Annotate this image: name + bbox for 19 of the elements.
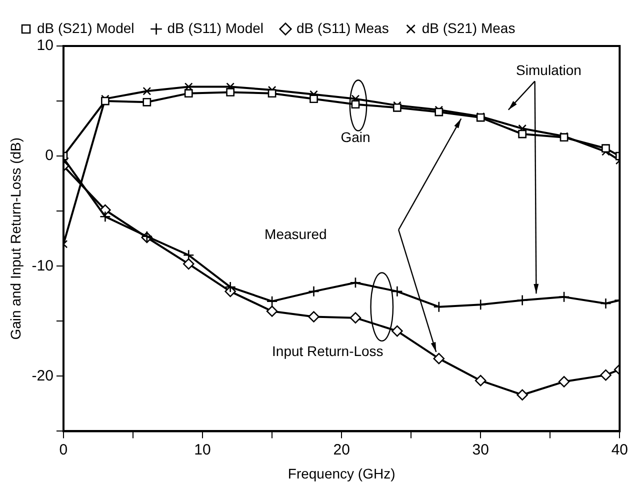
- legend-label: dB (S21) Model: [37, 20, 134, 36]
- annotation: Input Return-Loss: [272, 342, 384, 359]
- y-tick-label: 10: [36, 37, 54, 54]
- x-axis-title: Frequency (GHz): [288, 465, 396, 482]
- annotation: Gain: [340, 129, 370, 146]
- annotation: Measured: [264, 226, 327, 242]
- y-tick-label: -10: [32, 257, 54, 274]
- x-tick-label: 0: [59, 441, 68, 458]
- legend-label: dB (S11) Meas: [296, 20, 389, 36]
- y-tick-label: 0: [45, 147, 54, 164]
- y-tick-label: -20: [32, 367, 54, 384]
- annotation: Simulation: [516, 62, 582, 78]
- legend-label: dB (S11) Model: [167, 20, 264, 36]
- x-tick-label: 30: [472, 441, 489, 458]
- x-tick-label: 40: [611, 441, 628, 458]
- x-tick-label: 10: [194, 441, 211, 458]
- x-tick-label: 20: [333, 441, 350, 458]
- y-axis-title: Gain and Input Return-Loss (dB): [7, 137, 24, 340]
- legend-label: dB (S21) Meas: [422, 20, 516, 36]
